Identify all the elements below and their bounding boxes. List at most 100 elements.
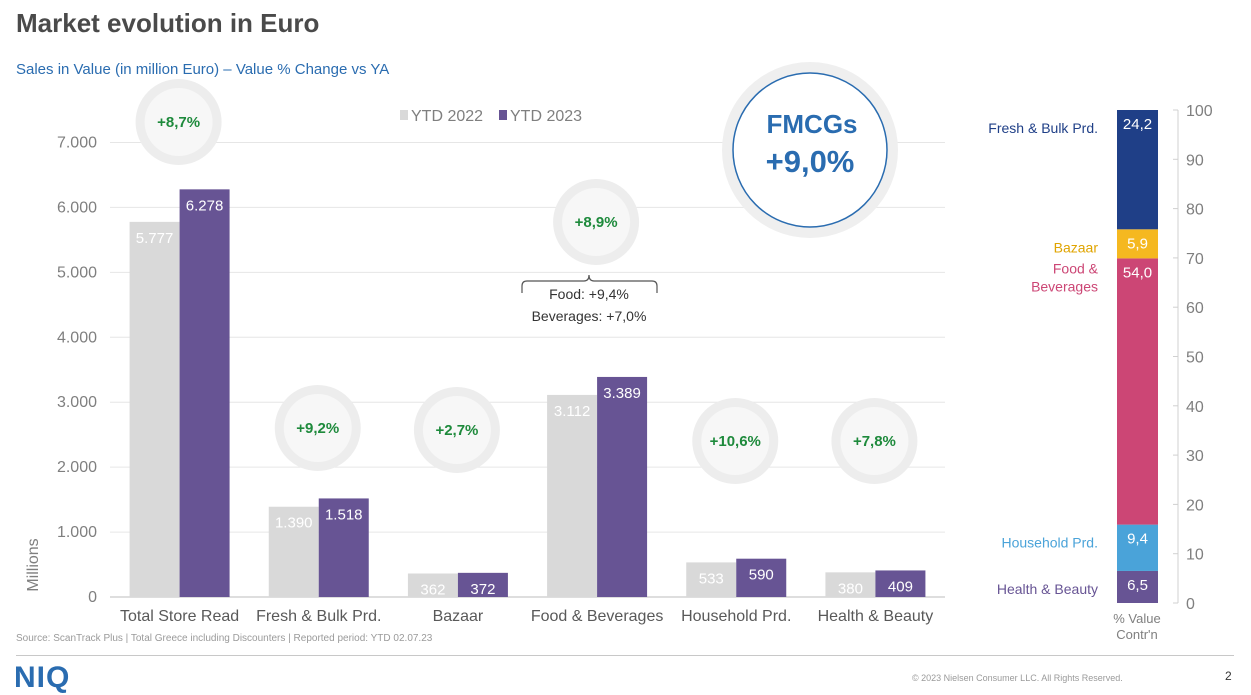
bar-value-label-2022: 533	[699, 570, 724, 587]
stack-value-label: 24,2	[1123, 116, 1152, 133]
x-tick-label: Health & Beauty	[818, 608, 934, 625]
legend-label-2023: YTD 2023	[510, 108, 582, 125]
bar-ytd2022	[129, 221, 180, 597]
y-tick-label: 4.000	[57, 329, 97, 346]
bar-ytd2022	[547, 394, 598, 597]
stack-value-label: 54,0	[1123, 264, 1152, 281]
bar-value-label-2023: 409	[888, 578, 913, 595]
x-tick-label: Bazaar	[433, 608, 484, 625]
y-tick-label: 2.000	[57, 459, 97, 476]
annotation-beverages: Beverages: +7,0%	[532, 308, 647, 324]
stack-y-tick-label: 90	[1186, 152, 1204, 169]
y-tick-label: 5.000	[57, 264, 97, 281]
stack-segment	[1117, 258, 1158, 525]
stack-segment	[1117, 524, 1158, 571]
stack-category-label: Beverages	[1031, 278, 1098, 294]
growth-label: +10,6%	[710, 433, 761, 450]
growth-label: +8,7%	[157, 114, 200, 131]
stack-x-label: % Value	[1113, 611, 1160, 626]
chart-legend: YTD 2022 YTD 2023	[400, 108, 582, 125]
y-tick-label: 1.000	[57, 524, 97, 541]
growth-label: +2,7%	[435, 422, 478, 439]
growth-bubble	[840, 407, 909, 475]
bar-ytd2023	[457, 572, 508, 597]
y-tick-label: 3.000	[57, 394, 97, 411]
stack-y-tick-label: 80	[1186, 202, 1204, 219]
stack-category-label: Household Prd.	[1001, 535, 1098, 551]
copyright-text: © 2023 Nielsen Consumer LLC. All Rights …	[912, 673, 1123, 683]
bar-ytd2022	[407, 573, 458, 597]
bar-value-label-2022: 380	[838, 580, 863, 597]
footer-divider	[16, 655, 1234, 656]
growth-bubble	[701, 407, 770, 475]
stack-value-label: 5,9	[1127, 235, 1148, 252]
stack-y-tick-label: 100	[1186, 103, 1213, 120]
bar-value-label-2022: 5.777	[136, 230, 174, 247]
stacked-contribution-chart: 0 10 20 30 40 50 60 70 80 90 100 6,5 Health & Beaut…	[988, 103, 1213, 642]
bar-ytd2022	[268, 506, 319, 597]
bar-value-label-2023: 3.389	[603, 385, 641, 402]
legend-label-2022: YTD 2022	[411, 108, 483, 125]
bar-value-label-2023: 372	[470, 581, 495, 598]
stack-category-label: Health & Beauty	[997, 581, 1098, 597]
stack-segment	[1117, 570, 1158, 603]
food-beverages-annotation: Food: +9,4% Beverages: +7,0%	[521, 274, 658, 324]
bar-ytd2022	[686, 562, 737, 597]
bar-ytd2023	[875, 570, 926, 597]
bar-value-label-2022: 3.112	[554, 403, 590, 420]
y-tick-label: 7.000	[57, 134, 97, 151]
stack-y-tick-label: 40	[1186, 399, 1204, 416]
fmcg-circle	[732, 72, 888, 228]
stack-y-tick-label: 10	[1186, 547, 1204, 564]
stack-category-label: Food &	[1053, 260, 1099, 276]
growth-label: +7,8%	[853, 433, 896, 450]
x-tick-label: Household Prd.	[681, 608, 791, 625]
fmcg-badge: FMCGs +9,0%	[722, 62, 898, 238]
stack-y-tick-label: 70	[1186, 251, 1204, 268]
chart-subtitle: Sales in Value (in million Euro) – Value…	[16, 61, 390, 78]
fmcg-value: +9,0%	[766, 144, 855, 179]
stack-y-tick-label: 20	[1186, 497, 1204, 514]
stack-x-label: Contr'n	[1116, 627, 1158, 642]
bar-ytd2023	[597, 376, 648, 597]
stack-segment	[1117, 110, 1158, 230]
x-tick-label: Fresh & Bulk Prd.	[256, 608, 381, 625]
annotation-food: Food: +9,4%	[549, 286, 629, 302]
bar-ytd2023	[179, 189, 230, 598]
page-number: 2	[1225, 669, 1232, 683]
y-tick-label: 6.000	[57, 199, 97, 216]
x-tick-label: Total Store Read	[120, 608, 239, 625]
growth-label: +8,9%	[575, 214, 618, 231]
stack-category-label: Bazaar	[1054, 239, 1099, 255]
growth-bubble	[283, 394, 352, 462]
bar-value-label-2022: 1.390	[275, 515, 313, 532]
bar-value-label-2022: 362	[420, 581, 445, 598]
source-note: Source: ScanTrack Plus | Total Greece in…	[16, 633, 433, 644]
stack-value-label: 9,4	[1127, 531, 1148, 548]
niq-logo: NIQ	[14, 661, 71, 694]
stack-y-tick-label: 0	[1186, 596, 1195, 613]
bar-value-label-2023: 6.278	[186, 197, 224, 214]
bar-ytd2023	[736, 558, 787, 597]
fmcg-label: FMCGs	[767, 109, 858, 139]
stack-y-tick-label: 50	[1186, 350, 1204, 367]
y-axis-label: Millions	[25, 538, 42, 591]
growth-bubble	[562, 188, 631, 256]
growth-bubble	[144, 88, 213, 156]
stack-value-label: 6,5	[1127, 577, 1148, 594]
legend-swatch-2023	[499, 110, 507, 120]
annotation-bracket	[521, 274, 658, 293]
growth-label: +9,2%	[296, 420, 339, 437]
y-tick-label: 0	[88, 589, 97, 606]
legend-swatch-2022	[400, 110, 408, 120]
stack-y-tick-label: 60	[1186, 300, 1204, 317]
bar-value-label-2023: 590	[749, 567, 774, 584]
bar-ytd2022	[825, 572, 876, 597]
x-tick-label: Food & Beverages	[531, 608, 664, 625]
bar-value-label-2023: 1.518	[325, 506, 363, 523]
page-title: Market evolution in Euro	[16, 8, 320, 38]
main-bar-chart: 0 1.000 2.000 3.000 4.000 5.000 6.000 7.000 Mill…	[25, 62, 945, 625]
stack-segment	[1117, 229, 1158, 259]
stack-category-label: Fresh & Bulk Prd.	[988, 120, 1098, 136]
growth-bubble	[422, 396, 491, 464]
